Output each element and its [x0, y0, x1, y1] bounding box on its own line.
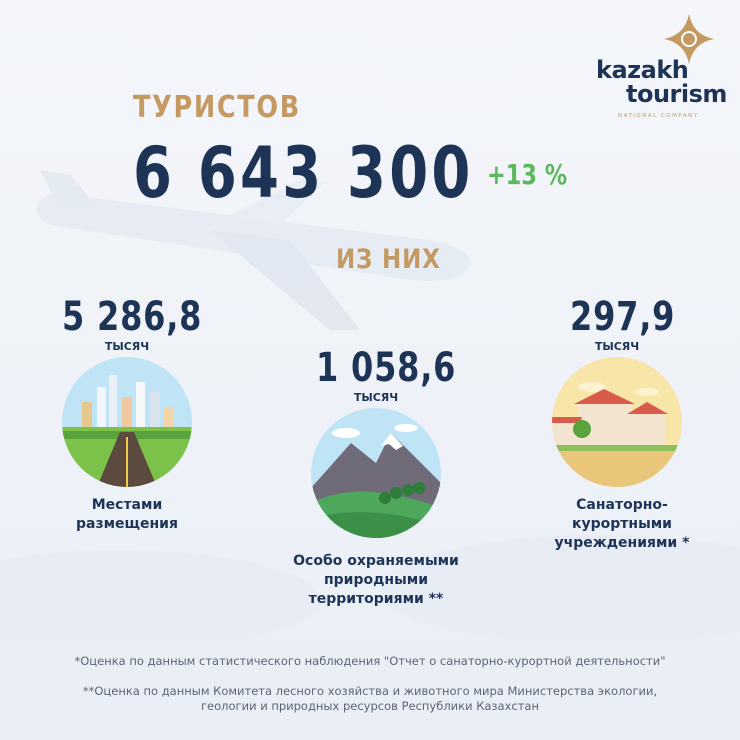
airplane-background-icon: [36, 170, 471, 330]
logo-kazakh: kazakh: [596, 56, 689, 84]
accommodation-label: Местами размещения: [47, 496, 207, 534]
city-road-icon: [62, 357, 192, 487]
ornament-star-icon: [664, 14, 714, 64]
label-line: Местами: [91, 497, 163, 513]
protected-areas-label: Особо охраняемыми природными территориям…: [266, 552, 486, 609]
protected-areas-unit: ТЫСЯЧ: [353, 391, 399, 404]
sanatorium-unit: ТЫСЯЧ: [594, 340, 640, 353]
accommodation-unit: ТЫСЯЧ: [104, 340, 150, 353]
mountains-icon: [311, 408, 441, 538]
footnote-protected-line1: **Оценка по данным Комитета лесного хозя…: [82, 684, 658, 698]
protected-areas-value: 1 058,6: [316, 345, 457, 391]
resort-houses-icon: [552, 357, 682, 487]
label-line: Особо охраняемыми: [293, 553, 459, 569]
label-line: территориями **: [308, 591, 444, 607]
label-line: учреждениями *: [554, 535, 690, 551]
cloud-background: [0, 535, 740, 640]
sanatorium-value: 297,9: [570, 294, 676, 340]
growth-badge: +13 %: [487, 158, 568, 191]
label-line: размещения: [76, 516, 178, 532]
total-tourists: 6 643 300: [133, 132, 474, 214]
of-them-subheading: ИЗ НИХ: [336, 244, 441, 275]
label-line: курортными: [572, 516, 672, 532]
sanatorium-label: Санаторно- курортными учреждениями *: [537, 496, 707, 553]
logo-tagline: NATIONAL COMPANY: [618, 113, 699, 119]
label-line: Санаторно-: [576, 497, 668, 513]
footnote-sanatorium: *Оценка по данным статистического наблюд…: [74, 654, 666, 668]
logo-tourism: tourism: [626, 80, 727, 108]
accommodation-value: 5 286,8: [62, 294, 203, 340]
footnote-protected-line2: геологии и природных ресурсов Республики…: [201, 699, 539, 713]
label-line: природными: [323, 572, 429, 588]
tourists-label: ТУРИСТОВ: [133, 90, 301, 125]
